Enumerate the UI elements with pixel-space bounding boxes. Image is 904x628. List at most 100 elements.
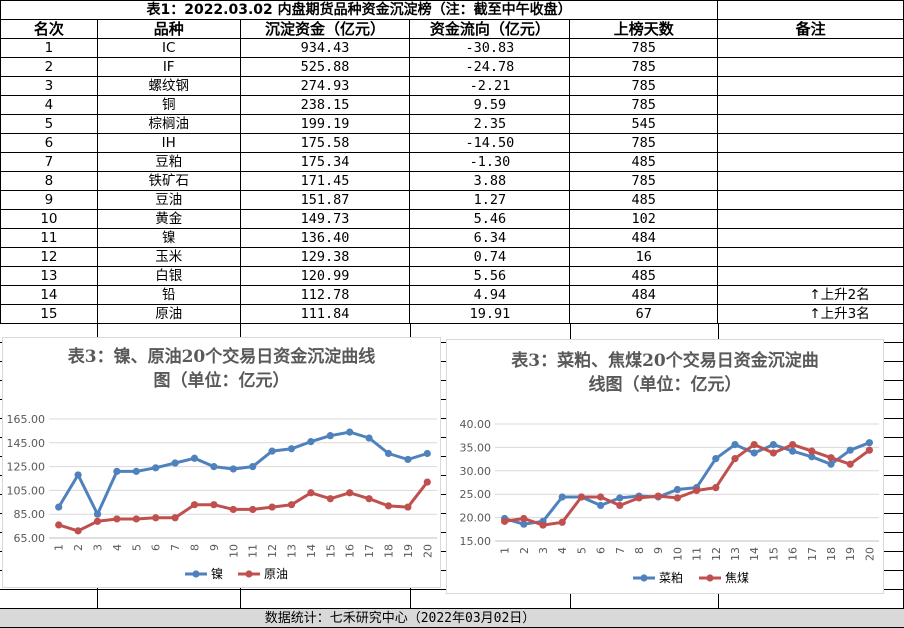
name-cell: 豆油 xyxy=(96,190,241,210)
chart-rapeseed-coking-coal: 表3：菜粕、焦煤20个交易日资金沉淀曲 线图（单位：亿元） 15.00 20.00… xyxy=(446,339,884,594)
data-point xyxy=(384,502,393,510)
x-tick-label: 19 xyxy=(844,547,857,561)
capital-cell: 136.40 xyxy=(239,228,411,248)
legend-marker xyxy=(640,574,648,582)
name-cell: 白银 xyxy=(96,266,241,286)
capital-ranking-table: 表1：2022.03.02 内盘期货品种资金沉淀榜（注：截至中午收盘） 名次 品… xyxy=(0,0,904,324)
table-row: 6 IH 175.58 -14.50 785 xyxy=(0,133,904,153)
x-tick-label: 6 xyxy=(595,547,608,554)
flow-cell: 5.56 xyxy=(409,266,571,286)
header-rank: 名次 xyxy=(0,19,98,39)
table-row: 8 铁矿石 171.45 3.88 785 xyxy=(0,171,904,191)
data-point xyxy=(93,510,102,518)
flow-cell: -24.78 xyxy=(409,57,571,77)
data-point xyxy=(750,440,758,449)
data-point xyxy=(365,434,373,442)
y-tick-label: 20.00 xyxy=(460,512,492,525)
y-tick-label: 25.00 xyxy=(460,488,492,501)
note-cell: ↑上升3名 xyxy=(717,304,904,324)
days-cell: 785 xyxy=(569,57,719,77)
days-cell: 785 xyxy=(569,76,719,96)
empty-cell xyxy=(717,0,904,20)
data-point xyxy=(190,501,199,509)
rank-cell: 13 xyxy=(0,266,98,286)
data-point xyxy=(731,455,739,463)
data-point xyxy=(558,493,566,501)
capital-cell: 112.78 xyxy=(239,285,411,305)
name-cell: 铅 xyxy=(96,285,241,305)
data-point xyxy=(113,515,121,523)
header-name: 品种 xyxy=(96,19,241,39)
footer-source-text: 数据统计：七禾研究中心（2022年03月02日） xyxy=(264,611,536,626)
x-tick-label: 20 xyxy=(863,547,876,561)
y-tick-label: 65.00 xyxy=(14,532,46,545)
x-tick-label: 14 xyxy=(748,547,761,561)
table-row: 3 螺纹钢 274.93 -2.21 785 xyxy=(0,76,904,96)
days-cell: 785 xyxy=(569,133,719,153)
flow-cell: 4.94 xyxy=(409,285,571,305)
flow-cell: 3.88 xyxy=(409,171,571,191)
rank-cell: 7 xyxy=(0,152,98,172)
rank-cell: 15 xyxy=(0,304,98,324)
table-row: 11 镍 136.40 6.34 484 xyxy=(0,228,904,248)
x-tick-label: 9 xyxy=(208,544,221,551)
name-cell: 铁矿石 xyxy=(96,171,241,191)
flow-cell: -30.83 xyxy=(409,38,571,58)
header-flow: 资金流向（亿元） xyxy=(409,19,571,39)
name-cell: IH xyxy=(96,133,241,153)
data-point xyxy=(229,465,237,473)
data-point xyxy=(808,447,816,455)
data-point xyxy=(307,489,315,497)
data-point xyxy=(171,514,179,522)
rank-cell: 10 xyxy=(0,209,98,229)
name-cell: 棕榈油 xyxy=(96,114,241,134)
data-point xyxy=(693,486,701,495)
data-point xyxy=(865,439,873,447)
flow-cell: 5.46 xyxy=(409,209,571,229)
note-cell xyxy=(717,114,904,134)
x-tick-label: 6 xyxy=(150,544,163,551)
x-tick-label: 5 xyxy=(130,544,143,551)
data-point xyxy=(846,446,854,454)
data-point xyxy=(74,471,82,479)
data-point xyxy=(268,447,276,455)
days-cell: 102 xyxy=(569,209,719,229)
days-cell: 545 xyxy=(569,114,719,134)
chart-nickel-crude: 表3：镍、原油20个交易日资金沉淀曲线 图（单位：亿元） 65.00 85.00 1… xyxy=(2,337,441,588)
data-point xyxy=(789,447,797,455)
name-cell: 镍 xyxy=(96,228,241,248)
data-point xyxy=(616,494,624,502)
x-tick-label: 8 xyxy=(633,547,646,554)
capital-cell: 934.43 xyxy=(239,38,411,58)
chart-title: 表3：菜粕、焦煤20个交易日资金沉淀曲 线图（单位：亿元） xyxy=(447,349,883,397)
table-row: 14 铅 112.78 4.94 484 ↑上升2名 xyxy=(0,285,904,305)
data-point xyxy=(558,518,566,526)
days-cell: 16 xyxy=(569,247,719,267)
y-tick-label: 15.00 xyxy=(460,535,492,548)
name-cell: IC xyxy=(96,38,241,58)
data-point xyxy=(520,520,528,528)
y-tick-label: 125.00 xyxy=(7,461,46,474)
data-point xyxy=(673,485,681,494)
x-tick-label: 10 xyxy=(671,547,684,561)
y-tick-label: 105.00 xyxy=(7,484,46,497)
data-point xyxy=(74,527,82,535)
rank-cell: 4 xyxy=(0,95,98,115)
table-row: 13 白银 120.99 5.56 485 xyxy=(0,266,904,286)
data-point xyxy=(673,494,681,502)
y-tick-label: 85.00 xyxy=(14,508,46,521)
x-tick-label: 12 xyxy=(266,544,279,558)
x-tick-label: 3 xyxy=(537,547,550,554)
data-point xyxy=(635,494,643,502)
legend-label: 焦煤 xyxy=(725,571,749,585)
days-cell: 785 xyxy=(569,171,719,191)
data-point xyxy=(423,478,431,486)
data-point xyxy=(750,449,758,457)
table-row: 10 黄金 149.73 5.46 102 xyxy=(0,209,904,229)
data-point xyxy=(113,467,121,475)
data-point xyxy=(132,515,140,523)
data-point xyxy=(808,453,816,461)
